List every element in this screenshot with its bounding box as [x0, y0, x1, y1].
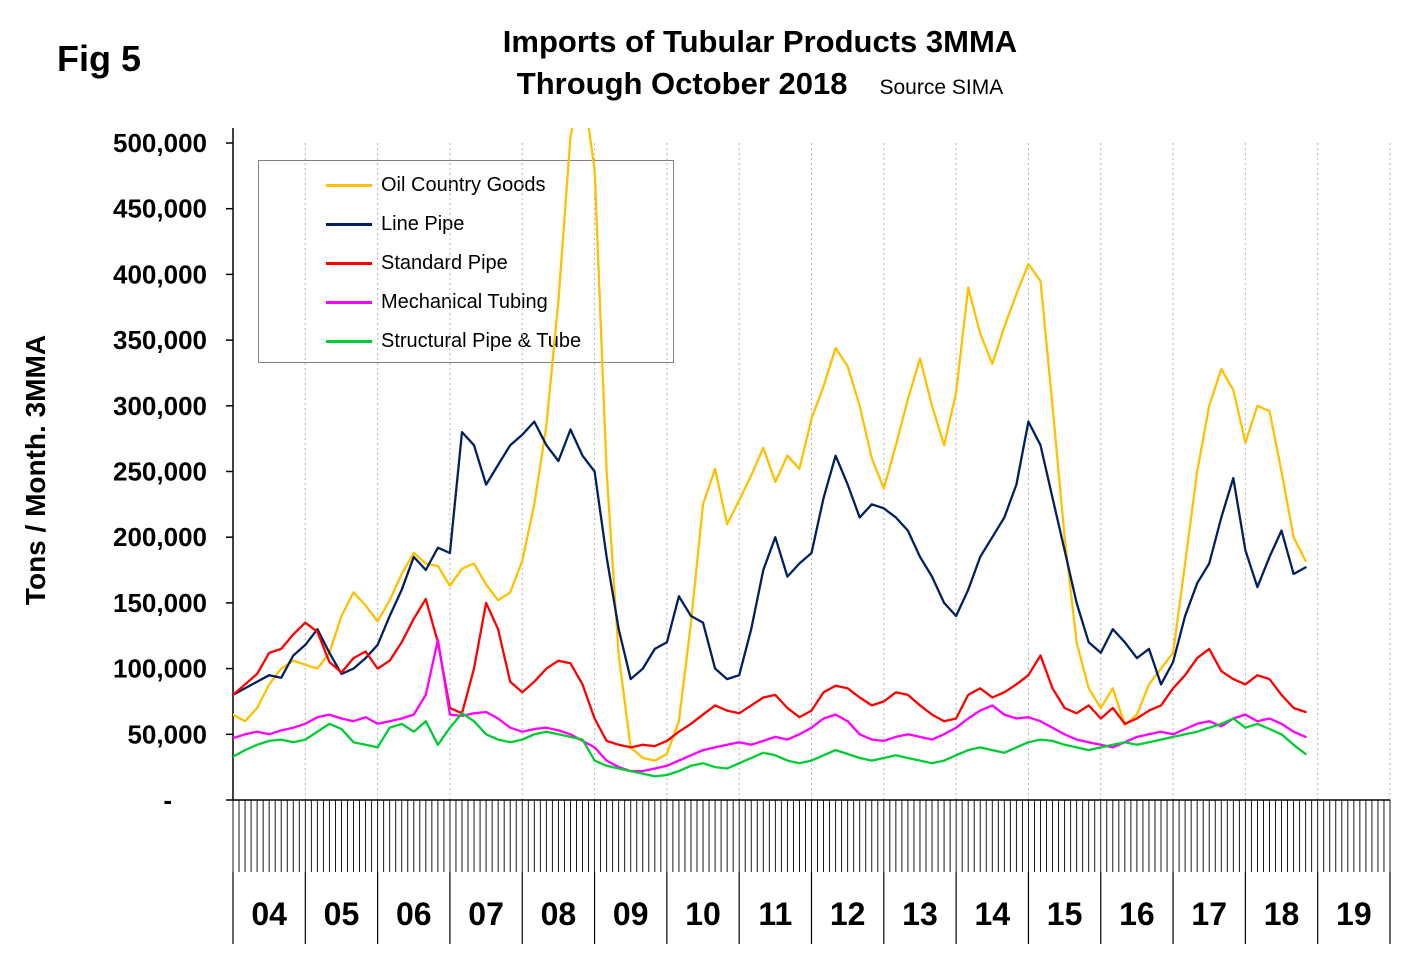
- series-line-pipe: [233, 420, 1307, 697]
- x-year-label: 10: [685, 896, 721, 932]
- x-year-label: 12: [830, 896, 866, 932]
- x-year-label: 06: [396, 896, 432, 932]
- legend-label: Line Pipe: [381, 213, 465, 235]
- y-tick-label: 50,000: [127, 719, 207, 749]
- x-year-label: 07: [468, 896, 504, 932]
- x-year-label: 13: [902, 896, 938, 932]
- series-oil-country-goods: [233, 128, 1307, 762]
- fig-label: Fig 5: [57, 38, 142, 79]
- x-year-label: 05: [324, 896, 360, 932]
- month-tick-band: [232, 800, 1391, 872]
- y-tick-label: 100,000: [113, 654, 207, 684]
- legend-line-sample-icon: [326, 301, 372, 304]
- legend-box: Oil Country Goods Line Pipe Standard Pipe M…: [258, 160, 674, 363]
- x-year-label: 18: [1264, 896, 1300, 932]
- legend-label: Structural Pipe & Tube: [381, 330, 582, 352]
- x-year-label: 09: [613, 896, 649, 932]
- x-year-label: 04: [251, 896, 287, 932]
- series-standard-pipe: [233, 597, 1307, 749]
- y-tick-label: 400,000: [113, 259, 207, 289]
- series-mechanical-tubing: [233, 638, 1307, 773]
- legend-line-sample-icon: [326, 184, 372, 187]
- legend-item: Mechanical Tubing: [259, 283, 673, 322]
- year-gridlines: [304, 143, 1391, 800]
- y-tick-label: 450,000: [113, 194, 207, 224]
- legend-line-sample-icon: [326, 262, 372, 265]
- chart-title-block: Imports of Tubular Products 3MMA Through…: [100, 24, 1420, 102]
- y-tick-label: 500,000: [113, 128, 207, 158]
- series-structural-pipe-tube: [233, 712, 1307, 778]
- legend-label: Oil Country Goods: [381, 174, 546, 196]
- y-tick-label: 200,000: [113, 522, 207, 552]
- chart-source-label: Source SIMA: [879, 75, 1004, 99]
- legend-line-sample-icon: [326, 340, 372, 343]
- x-year-label: 11: [758, 896, 792, 932]
- chart-title-line2: Through October 2018: [516, 65, 848, 101]
- legend-item: Standard Pipe: [259, 244, 673, 283]
- x-year-label: 17: [1191, 896, 1227, 932]
- legend-item: Oil Country Goods: [259, 166, 673, 205]
- y-tick-label: 250,000: [113, 457, 207, 487]
- legend-label: Mechanical Tubing: [381, 291, 548, 313]
- x-year-label: 14: [974, 896, 1010, 932]
- x-year-label: 19: [1336, 896, 1372, 932]
- year-separators: [232, 872, 1391, 944]
- chart-title-line1: Imports of Tubular Products 3MMA: [502, 24, 1018, 59]
- x-year-label: 16: [1119, 896, 1155, 932]
- legend-item: Line Pipe: [259, 205, 673, 244]
- x-year-label: 08: [541, 896, 577, 932]
- y-tick-label: 150,000: [113, 588, 207, 618]
- legend-line-sample-icon: [326, 223, 372, 226]
- x-year-label: 15: [1047, 896, 1083, 932]
- y-tick-label: -: [163, 785, 172, 815]
- y-tick-label: 300,000: [113, 391, 207, 421]
- y-tick-label: 350,000: [113, 325, 207, 355]
- legend-label: Standard Pipe: [381, 252, 508, 274]
- chart-title-line2-row: Through October 2018 Source SIMA: [100, 66, 1420, 102]
- legend-item: Structural Pipe & Tube: [259, 322, 673, 361]
